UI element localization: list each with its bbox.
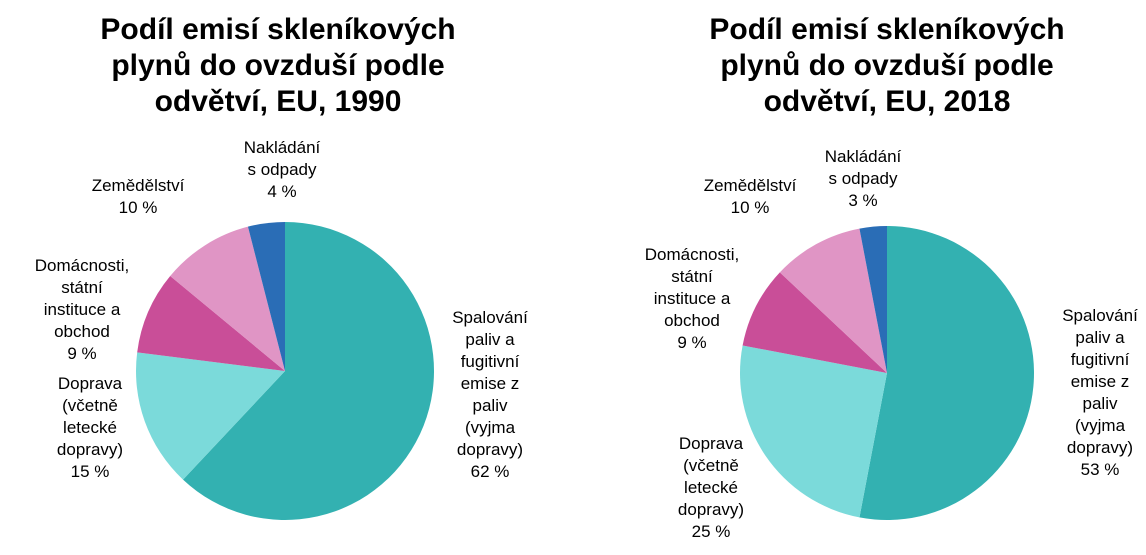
value-label: 9 % xyxy=(67,344,97,363)
pie-slice xyxy=(247,222,285,371)
value-label: 25 % xyxy=(691,522,731,541)
value-label: 3 % xyxy=(848,191,878,210)
category-label: Spalování paliv a fugitivní emise z pali… xyxy=(452,308,528,459)
pie-slice xyxy=(859,226,1034,520)
slice-label: Spalování paliv a fugitivní emise z pali… xyxy=(1062,305,1138,481)
pie-slice xyxy=(742,272,887,373)
value-label: 9 % xyxy=(677,333,707,352)
pie-slice xyxy=(183,222,434,520)
value-label: 10 % xyxy=(118,198,158,217)
slice-label: Nakládání s odpady 4 % xyxy=(244,137,321,203)
slice-label: Nakládání s odpady 3 % xyxy=(825,146,902,212)
slice-label: Domácnosti, státní instituce a obchod 9 % xyxy=(35,255,129,365)
slice-label: Domácnosti, státní instituce a obchod 9 % xyxy=(645,244,739,354)
slice-label: Doprava (včetně letecké dopravy) 15 % xyxy=(57,373,123,483)
slice-label: Spalování paliv a fugitivní emise z pali… xyxy=(452,307,528,483)
category-label: Nakládání s odpady xyxy=(824,147,902,188)
value-label: 53 % xyxy=(1080,460,1120,479)
pie-slice xyxy=(135,352,285,480)
value-label: 15 % xyxy=(70,462,110,481)
pie-slice xyxy=(170,226,285,371)
pie-slice xyxy=(137,276,285,371)
category-label: Doprava (včetně letecké dopravy) xyxy=(677,434,745,519)
pie-slice xyxy=(779,228,887,373)
category-label: Zemědělství xyxy=(703,176,797,195)
slice-label: Doprava (včetně letecké dopravy) 25 % xyxy=(678,433,744,543)
category-label: Domácnosti, státní instituce a obchod xyxy=(644,245,740,330)
slice-label: Zemědělství 10 % xyxy=(92,175,185,219)
category-label: Doprava (včetně letecké dopravy) xyxy=(56,374,124,459)
pie-slice xyxy=(859,226,887,373)
category-label: Nakládání s odpady xyxy=(243,138,321,179)
category-label: Zemědělství xyxy=(91,176,185,195)
category-label: Spalování paliv a fugitivní emise z pali… xyxy=(1062,306,1138,457)
pie-slice xyxy=(740,345,887,518)
value-label: 62 % xyxy=(470,462,510,481)
value-label: 4 % xyxy=(267,182,297,201)
chart-title: Podíl emisí skleníkových plynů do ovzduš… xyxy=(709,13,1065,118)
value-label: 10 % xyxy=(730,198,770,217)
category-label: Domácnosti, státní instituce a obchod xyxy=(34,256,130,341)
chart-title: Podíl emisí skleníkových plynů do ovzduš… xyxy=(100,13,456,118)
slice-label: Zemědělství 10 % xyxy=(704,175,797,219)
